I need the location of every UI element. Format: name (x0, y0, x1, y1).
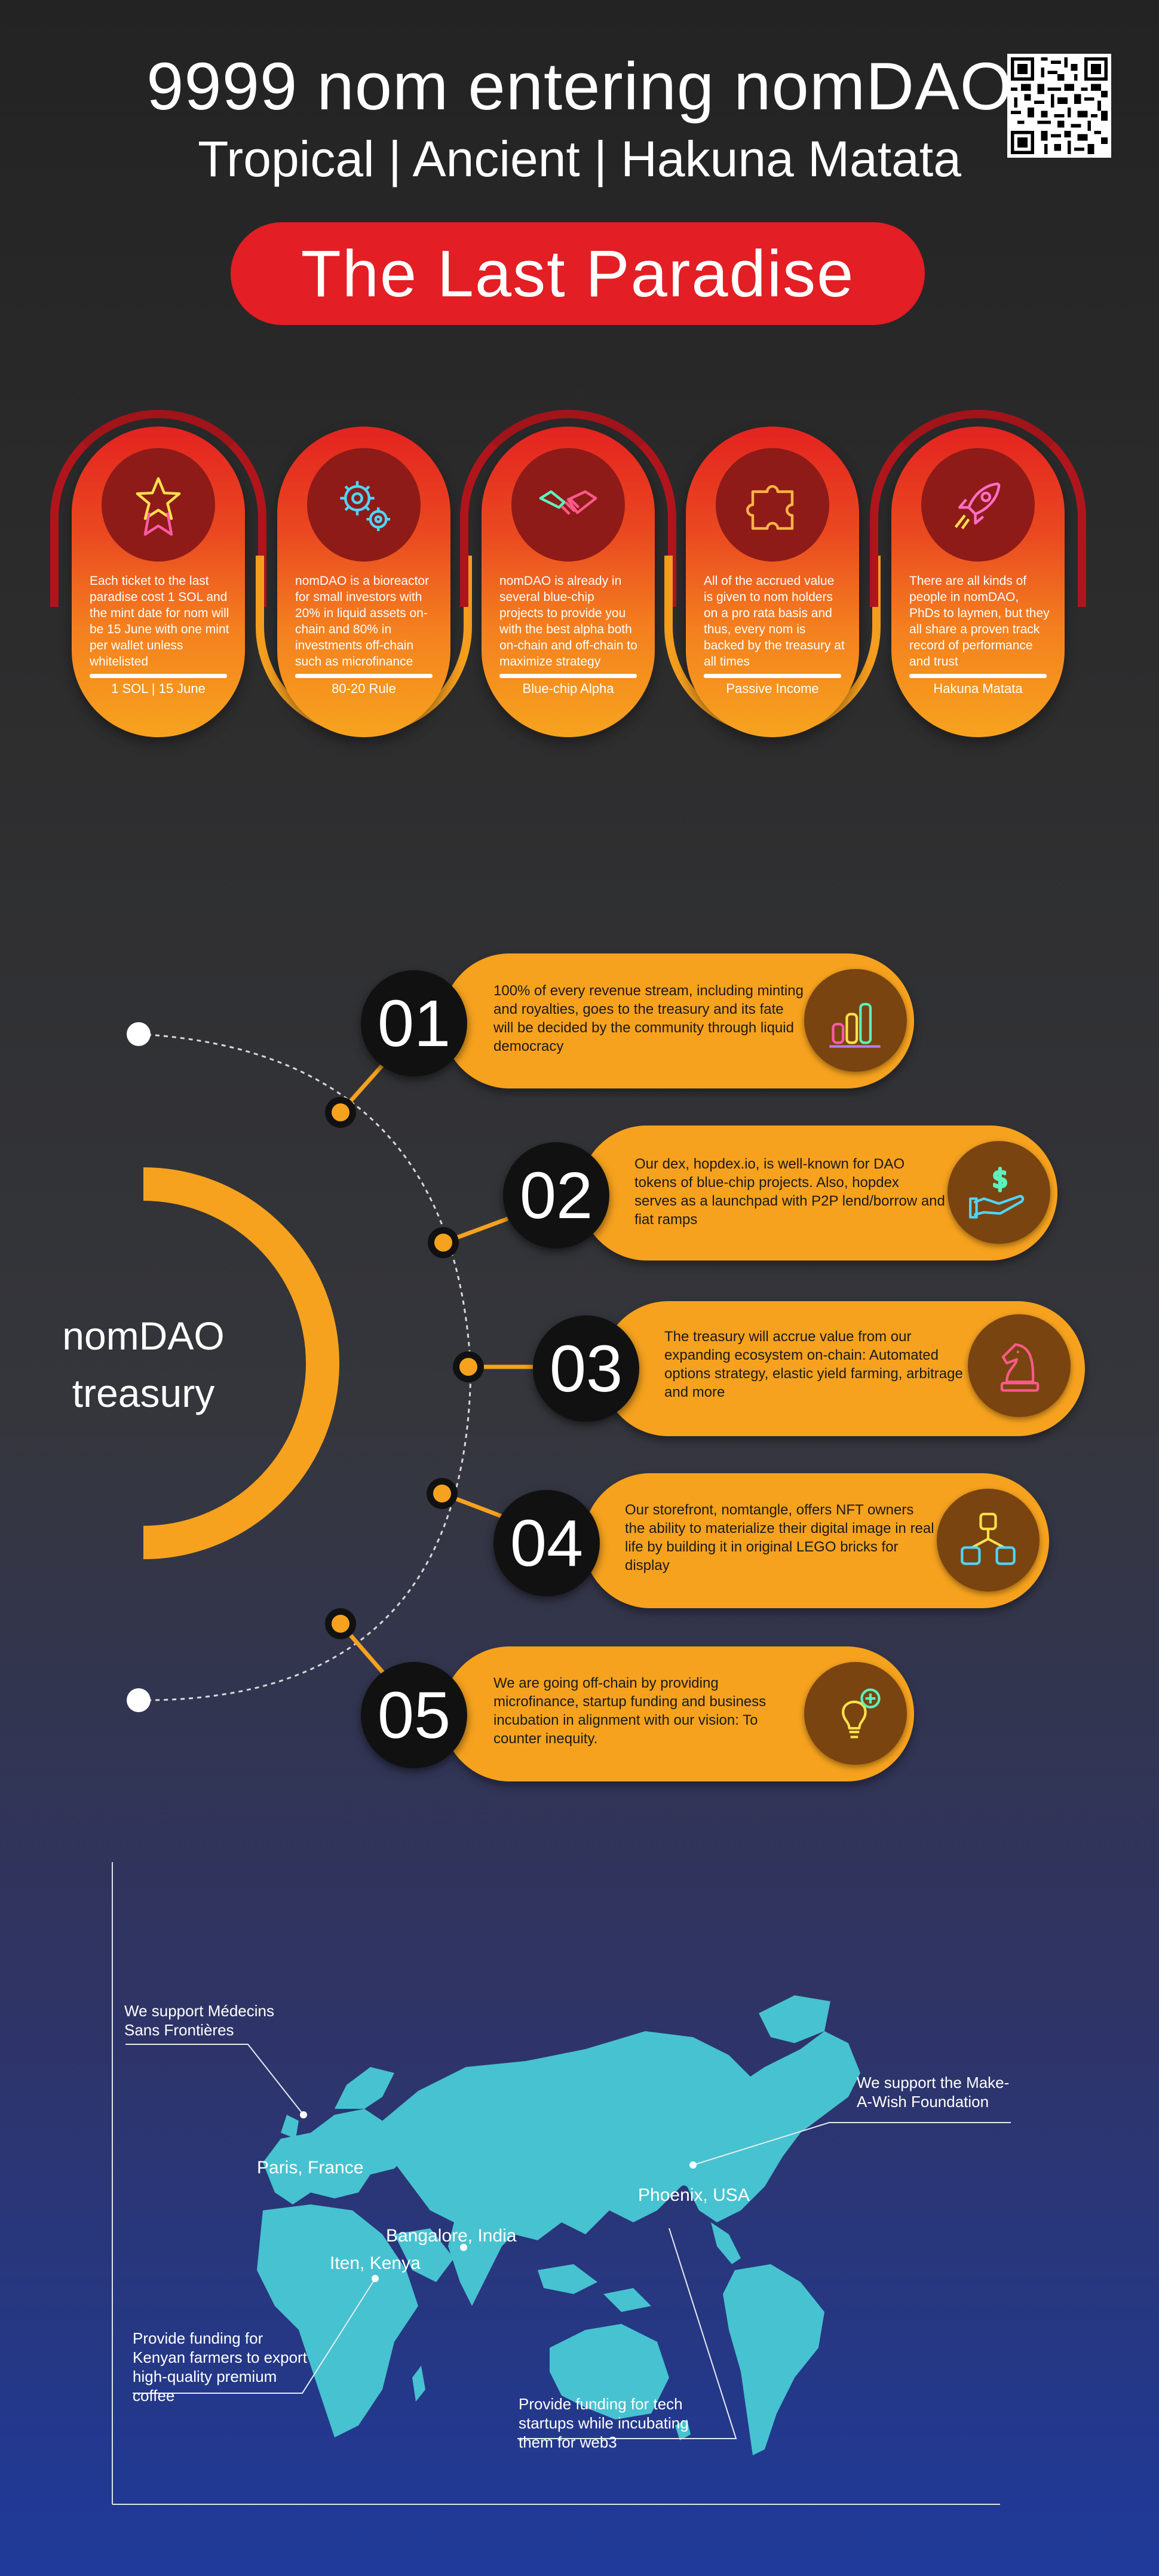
divider (90, 674, 227, 678)
feature-card: There are all kinds of people in nomDAO,… (891, 427, 1065, 737)
city-bangalore: Bangalore, India (386, 2226, 517, 2246)
timeline-node (427, 1478, 458, 1509)
chess-knight-icon (968, 1314, 1071, 1417)
step-text: Our dex, hopdex.io, is well-known for DA… (634, 1156, 945, 1228)
arc-endpoint (127, 1022, 151, 1046)
step-text: 100% of every revenue stream, including … (493, 983, 804, 1054)
banner-text: The Last Paradise (301, 237, 855, 311)
world-map (257, 1995, 860, 2455)
handshake-icon (511, 448, 625, 562)
paris-annotation: We support Médecins Sans Frontières (124, 2002, 274, 2039)
page-subtitle: Tropical | Ancient | Hakuna Matata (198, 131, 961, 187)
phoenix-annotation: We support the Make-A-Wish Foundation (857, 2074, 1010, 2111)
banner: The Last Paradise (231, 222, 925, 325)
step-number: 05 (361, 1662, 467, 1768)
qr-code[interactable] (1007, 54, 1111, 158)
leader-lines (125, 2044, 1011, 2439)
timeline-node (453, 1351, 484, 1382)
step-number: 01 (361, 970, 467, 1077)
world-map-section (112, 1862, 1011, 2505)
feature-text: Each ticket to the last paradise cost 1 … (90, 574, 229, 668)
treasury-label: nomDAO treasury (54, 1307, 233, 1422)
feature-label: Hakuna Matata (933, 681, 1023, 696)
svg-text:$: $ (992, 1164, 1008, 1194)
feature-card: nomDAO is a bioreactor for small investo… (277, 427, 450, 737)
timeline-node (325, 1608, 356, 1639)
step-text: We are going off-chain by providing micr… (493, 1675, 766, 1747)
divider (499, 674, 637, 678)
step-text: The treasury will accrue value from our … (664, 1329, 963, 1400)
timeline-node (325, 1097, 356, 1128)
feature-text: nomDAO is a bioreactor for small investo… (295, 574, 430, 668)
city-phoenix: Phoenix, USA (638, 2185, 750, 2205)
treasury-label-line2: treasury (72, 1371, 215, 1415)
qr-code-icon (1011, 57, 1108, 154)
lightbulb-plus-icon (804, 1662, 907, 1765)
timeline-node (428, 1227, 459, 1258)
feature-label: Blue-chip Alpha (522, 681, 614, 696)
india-annotation: Provide funding for tech startups while … (519, 2395, 689, 2451)
hierarchy-icon (937, 1489, 1040, 1591)
feature-card: Each ticket to the last paradise cost 1 … (72, 427, 245, 737)
step-number: 04 (493, 1490, 600, 1596)
divider (704, 674, 841, 678)
arc-endpoint (127, 1688, 151, 1712)
city-paris: Paris, France (257, 2158, 364, 2178)
step-text: Our storefront, nomtangle, offers NFT ow… (625, 1502, 934, 1574)
kenya-annotation: Provide funding for Kenyan farmers to ex… (133, 2329, 307, 2405)
feature-label: Passive Income (726, 681, 819, 696)
feature-card: nomDAO is already in several blue-chip p… (482, 427, 655, 737)
treasury-arc (143, 1167, 339, 1559)
step-number: 02 (503, 1142, 609, 1249)
puzzle-icon (716, 448, 829, 562)
feature-label: 1 SOL | 15 June (111, 681, 206, 696)
city-iten: Iten, Kenya (330, 2253, 421, 2273)
step-number: 03 (533, 1315, 639, 1422)
feature-text: All of the accrued value is given to nom… (704, 574, 845, 668)
rocket-icon (921, 448, 1035, 562)
star-ribbon-icon (102, 448, 215, 562)
feature-text: There are all kinds of people in nomDAO,… (909, 574, 1050, 668)
feature-label: 80-20 Rule (332, 681, 396, 696)
feature-text: nomDAO is already in several blue-chip p… (499, 574, 637, 668)
bar-chart-icon (804, 969, 907, 1072)
divider (295, 674, 433, 678)
divider (909, 674, 1047, 678)
feature-card: All of the accrued value is given to nom… (686, 427, 859, 737)
gears-icon (307, 448, 421, 562)
treasury-label-line1: nomDAO (62, 1314, 225, 1358)
page-title: 9999 nom entering nomDAO (146, 49, 1013, 124)
dollar-hand-icon: $ (948, 1141, 1050, 1244)
